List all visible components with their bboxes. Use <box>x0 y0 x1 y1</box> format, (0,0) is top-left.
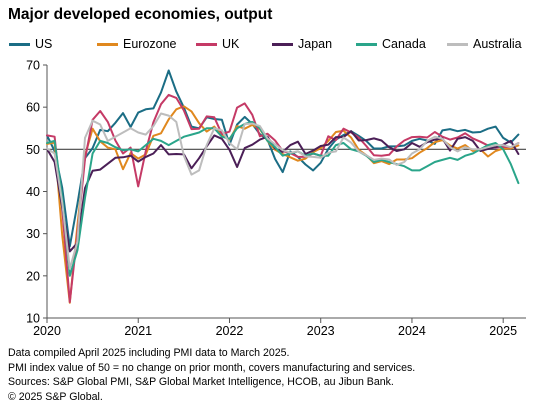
legend-swatch <box>9 42 30 46</box>
legend-item-uk: UK <box>196 36 239 52</box>
note-data-compiled: Data compiled April 2025 including PMI d… <box>8 347 290 359</box>
series-line-uk <box>46 93 520 303</box>
legend-swatch <box>447 42 468 46</box>
legend-label: UK <box>222 37 240 51</box>
legend-item-us: US <box>9 36 52 52</box>
legend-swatch <box>356 42 377 46</box>
y-tick-label-70: 70 <box>26 59 40 73</box>
legend: US Eurozone UK Japan Canada Australia <box>0 36 540 54</box>
x-tick-label-2022: 2022 <box>216 324 244 338</box>
legend-item-australia: Australia <box>447 36 522 52</box>
legend-item-japan: Japan <box>272 36 332 52</box>
legend-swatch <box>97 42 118 46</box>
series-line-eurozone <box>46 105 520 304</box>
chart-title: Major developed economies, output <box>8 6 273 23</box>
legend-swatch <box>196 42 217 46</box>
x-tick-label-2025: 2025 <box>489 324 517 338</box>
series-line-australia <box>46 112 520 270</box>
note-pmi-definition: PMI index value of 50 = no change on pri… <box>8 361 416 374</box>
note-copyright: © 2025 S&P Global. <box>8 390 103 403</box>
x-tick-label-2020: 2020 <box>33 324 61 338</box>
y-tick-label-10: 10 <box>26 312 40 326</box>
y-tick-label-50: 50 <box>26 143 40 157</box>
legend-label: Eurozone <box>123 37 177 51</box>
legend-item-canada: Canada <box>356 36 426 52</box>
note-sources: Sources: S&P Global PMI, S&P Global Mark… <box>8 376 394 389</box>
y-tick-label-60: 60 <box>26 101 40 115</box>
chart-notes: Data compiled April 2025 including PMI d… <box>8 346 415 404</box>
legend-item-eurozone: Eurozone <box>97 36 177 52</box>
legend-label: Canada <box>382 37 426 51</box>
y-tick-label-30: 30 <box>26 227 40 241</box>
y-tick-label-40: 40 <box>26 185 40 199</box>
legend-label: Australia <box>473 37 522 51</box>
legend-label: US <box>35 37 53 51</box>
legend-label: Japan <box>298 37 333 51</box>
x-tick-label-2021: 2021 <box>124 324 152 338</box>
series-line-canada <box>46 120 520 277</box>
x-tick-label-2024: 2024 <box>398 324 426 338</box>
legend-swatch <box>272 42 293 46</box>
x-tick-label-2023: 2023 <box>307 324 335 338</box>
y-tick-label-20: 20 <box>26 269 40 283</box>
